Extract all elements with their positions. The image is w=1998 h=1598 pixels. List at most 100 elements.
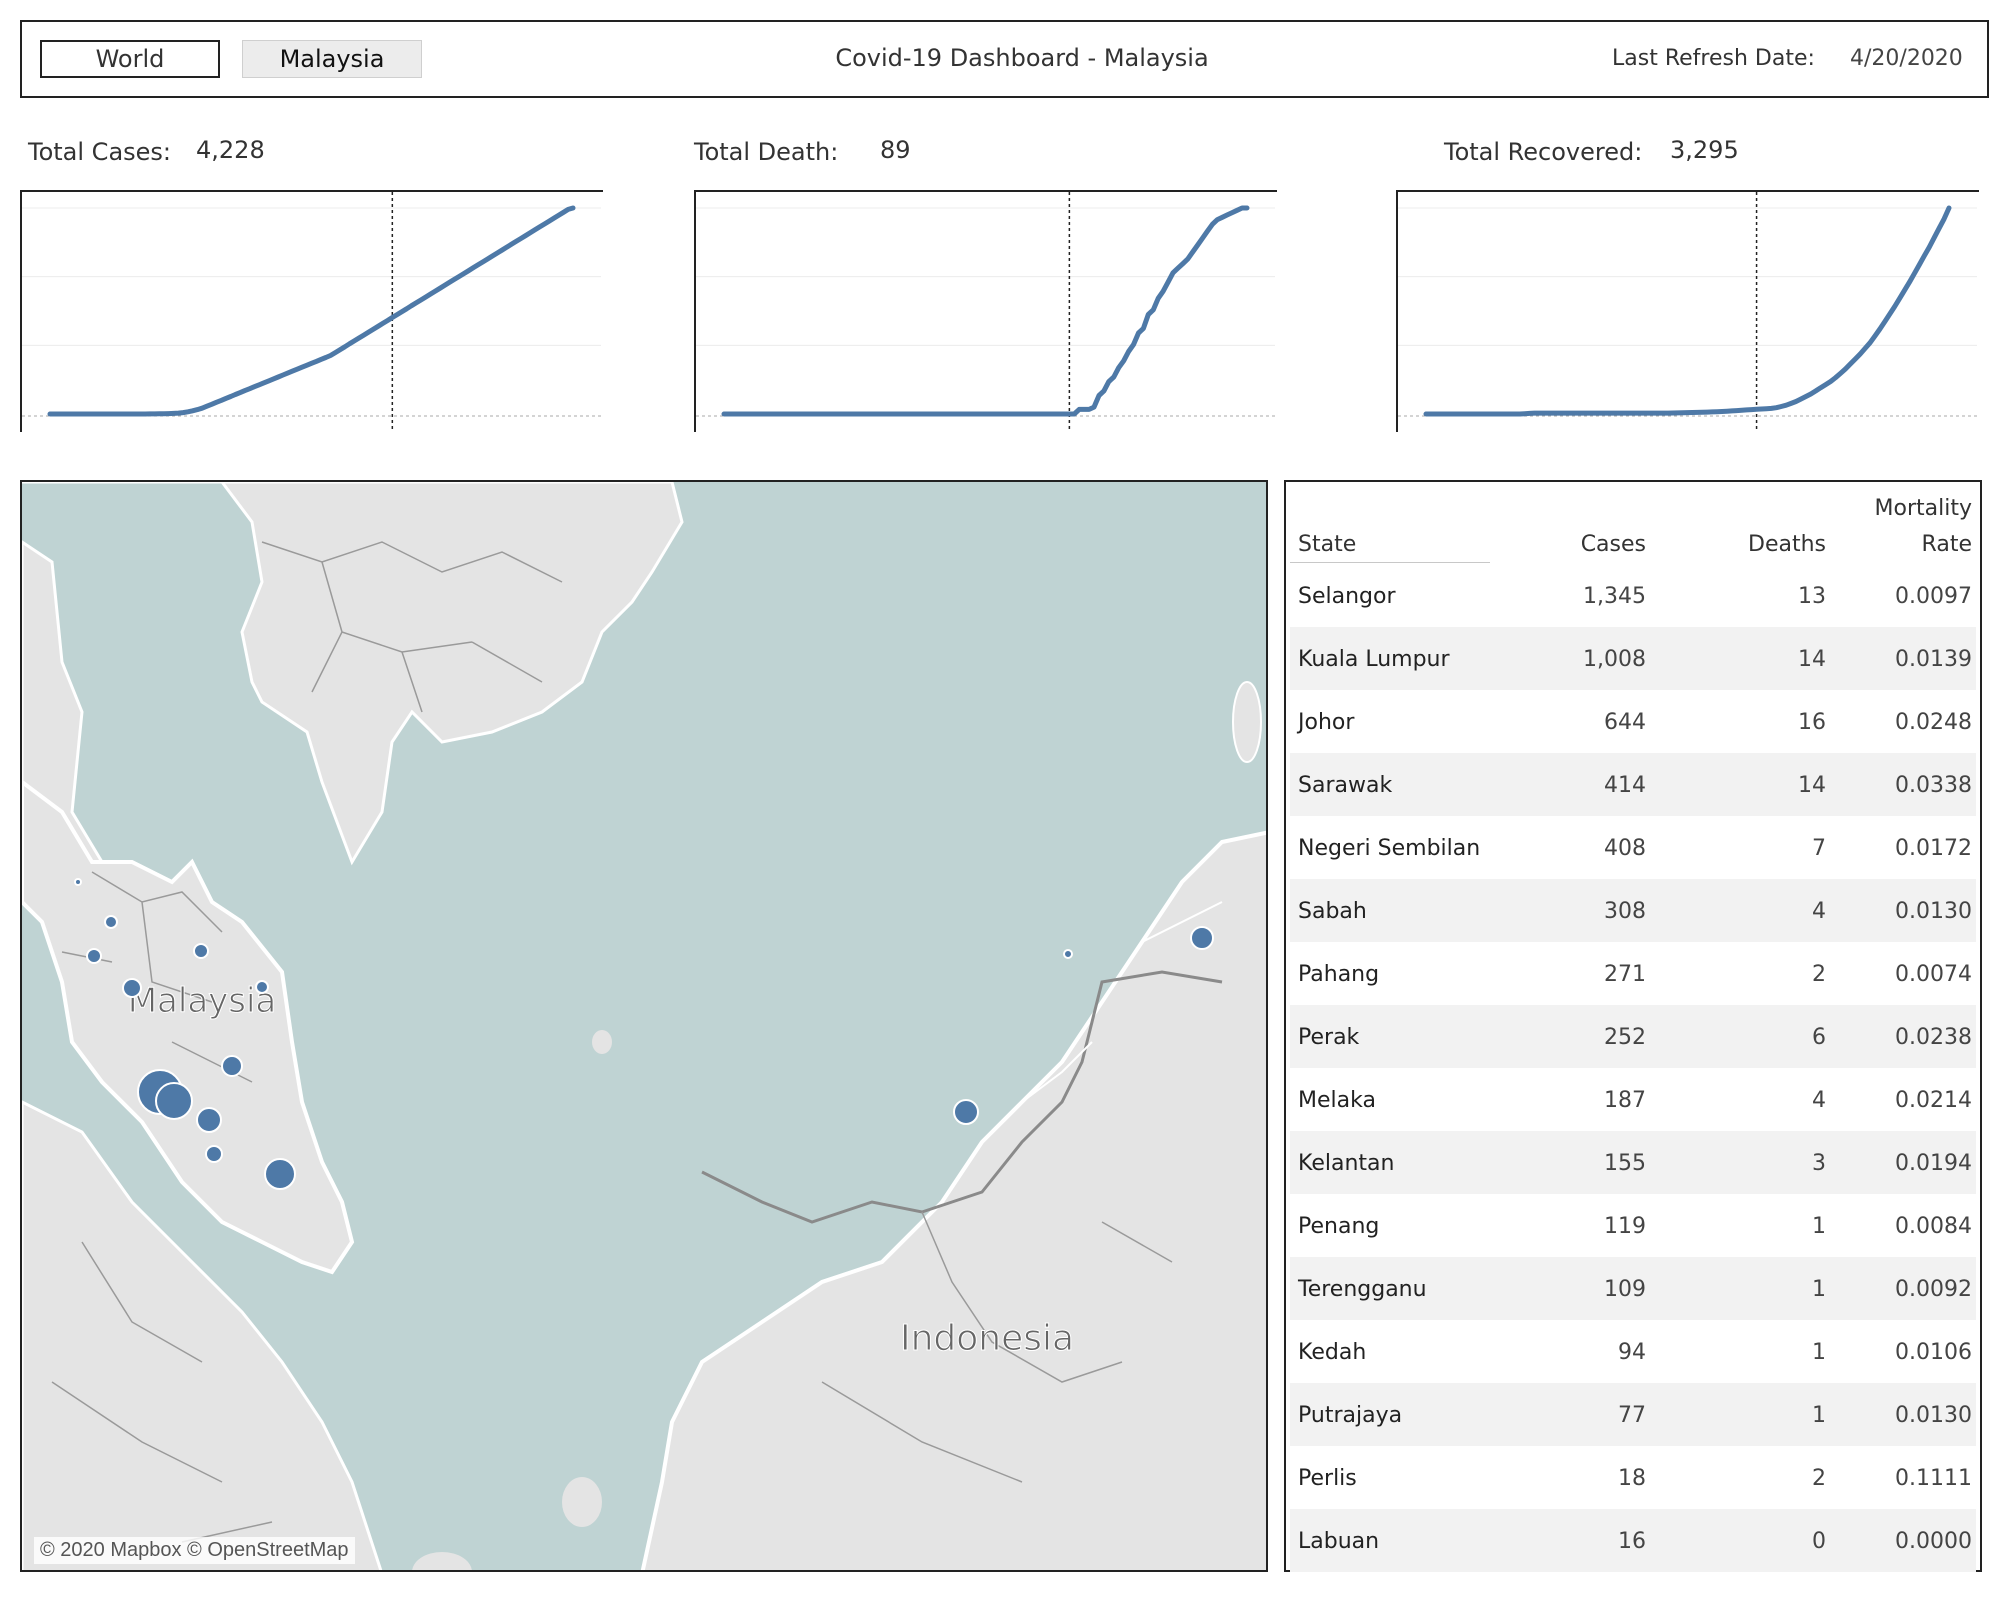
tab-world[interactable]: World <box>40 40 220 78</box>
dashboard-header: World Malaysia Covid-19 Dashboard - Mala… <box>20 20 1989 98</box>
chart-series-line[interactable] <box>1423 205 1952 417</box>
state-cell: Negeri Sembilan <box>1298 836 1481 861</box>
cases-cell: 187 <box>1604 1088 1646 1113</box>
bubble-johor[interactable] <box>264 1158 296 1190</box>
table-row[interactable]: Pahang 271 2 0.0074 <box>1290 942 1976 1005</box>
deaths-cell: 14 <box>1798 647 1826 672</box>
indochina-land <box>22 482 684 866</box>
tab-malaysia[interactable]: Malaysia <box>242 40 422 78</box>
map-canvas: Malaysia Indonesia <box>22 482 1266 1570</box>
header-divider <box>1290 562 1490 563</box>
bubble-kelantan[interactable] <box>193 943 209 959</box>
table-header: State Cases Deaths Mortality Rate <box>1286 482 1980 564</box>
cases-cell: 16 <box>1618 1529 1646 1554</box>
table-row[interactable]: Melaka 187 4 0.0214 <box>1290 1068 1976 1131</box>
bubble-labuan[interactable] <box>1063 949 1073 959</box>
table-row[interactable]: Kuala Lumpur 1,008 14 0.0139 <box>1290 627 1976 690</box>
sumatra <box>22 1100 383 1570</box>
cases-cell: 1,345 <box>1583 584 1646 609</box>
state-cell: Penang <box>1298 1214 1380 1239</box>
column-header-cases[interactable]: Cases <box>1580 532 1646 557</box>
mortality-rate-cell: 0.0248 <box>1895 710 1972 735</box>
cases-trend-chart <box>20 190 603 432</box>
table-body: Selangor 1,345 13 0.0097 Kuala Lumpur 1,008 14… <box>1290 564 1976 1572</box>
cases-cell: 252 <box>1604 1025 1646 1050</box>
mortality-rate-cell: 0.0106 <box>1895 1340 1972 1365</box>
chart-series-line[interactable] <box>47 205 576 417</box>
deaths-cell: 2 <box>1812 962 1826 987</box>
state-cell: Kedah <box>1298 1340 1367 1365</box>
dashboard-title: Covid-19 Dashboard - Malaysia <box>835 44 1209 72</box>
deaths-cell: 2 <box>1812 1466 1826 1491</box>
total-recovered-label: Total Recovered: <box>1444 138 1643 166</box>
bubble-kedah[interactable] <box>104 915 118 929</box>
chart-series-line[interactable] <box>721 205 1250 417</box>
bubble-perak[interactable] <box>122 978 142 998</box>
state-cell: Kelantan <box>1298 1151 1395 1176</box>
table-row[interactable]: Labuan 16 0 0.0000 <box>1290 1509 1976 1572</box>
mortality-rate-cell: 0.0000 <box>1895 1529 1972 1554</box>
column-header-mortality-rate[interactable]: Rate <box>1921 532 1972 557</box>
state-table: State Cases Deaths Mortality Rate Selang… <box>1284 480 1982 1572</box>
column-header-state[interactable]: State <box>1298 532 1357 557</box>
deaths-cell: 13 <box>1798 584 1826 609</box>
bubble-melaka[interactable] <box>205 1145 223 1163</box>
state-cell: Perlis <box>1298 1466 1357 1491</box>
deaths-cell: 14 <box>1798 773 1826 798</box>
deaths-cell: 4 <box>1812 1088 1826 1113</box>
map-attribution[interactable]: © 2020 Mapbox © OpenStreetMap <box>34 1537 355 1564</box>
table-row[interactable]: Sarawak 414 14 0.0338 <box>1290 753 1976 816</box>
deaths-cell: 1 <box>1812 1277 1826 1302</box>
refresh-date-label: Last Refresh Date: <box>1612 46 1815 71</box>
table-row[interactable]: Negeri Sembilan 408 7 0.0172 <box>1290 816 1976 879</box>
column-header-deaths[interactable]: Deaths <box>1748 532 1826 557</box>
bubble-pahang[interactable] <box>221 1055 243 1077</box>
table-row[interactable]: Kedah 94 1 0.0106 <box>1290 1320 1976 1383</box>
cases-cell: 155 <box>1604 1151 1646 1176</box>
mortality-rate-cell: 0.0214 <box>1895 1088 1972 1113</box>
state-cell: Kuala Lumpur <box>1298 647 1450 672</box>
state-cell: Terengganu <box>1298 1277 1427 1302</box>
table-row[interactable]: Perlis 18 2 0.1111 <box>1290 1446 1976 1509</box>
table-row[interactable]: Selangor 1,345 13 0.0097 <box>1290 564 1976 627</box>
case-bubbles[interactable] <box>74 878 1214 1190</box>
bubble-sabah[interactable] <box>1190 926 1214 950</box>
cases-cell: 18 <box>1618 1466 1646 1491</box>
state-cell: Melaka <box>1298 1088 1376 1113</box>
mortality-rate-cell: 0.0130 <box>1895 899 1972 924</box>
malaysia-map[interactable]: Malaysia Indonesia © 2020 Mapbox © OpenS… <box>20 480 1268 1572</box>
table-row[interactable]: Johor 644 16 0.0248 <box>1290 690 1976 753</box>
mortality-rate-cell: 0.1111 <box>1895 1466 1972 1491</box>
table-row[interactable]: Penang 119 1 0.0084 <box>1290 1194 1976 1257</box>
table-row[interactable]: Putrajaya 77 1 0.0130 <box>1290 1383 1976 1446</box>
mortality-rate-cell: 0.0074 <box>1895 962 1972 987</box>
bubble-perlis[interactable] <box>74 878 82 886</box>
deaths-cell: 0 <box>1812 1529 1826 1554</box>
state-cell: Pahang <box>1298 962 1380 987</box>
table-row[interactable]: Kelantan 155 3 0.0194 <box>1290 1131 1976 1194</box>
malay-peninsula <box>22 779 355 1275</box>
bubble-terengganu[interactable] <box>255 980 269 994</box>
refresh-date-value: 4/20/2020 <box>1850 46 1963 71</box>
spark-chart-svg <box>1396 190 1979 432</box>
state-cell: Perak <box>1298 1025 1360 1050</box>
bubble-sarawak[interactable] <box>953 1099 979 1125</box>
state-cell: Selangor <box>1298 584 1396 609</box>
column-header-mortality[interactable]: Mortality <box>1874 496 1972 521</box>
table-row[interactable]: Sabah 308 4 0.0130 <box>1290 879 1976 942</box>
table-row[interactable]: Terengganu 109 1 0.0092 <box>1290 1257 1976 1320</box>
deaths-cell: 16 <box>1798 710 1826 735</box>
cases-cell: 308 <box>1604 899 1646 924</box>
bubble-kuala-lumpur[interactable] <box>155 1082 193 1120</box>
cases-cell: 1,008 <box>1583 647 1646 672</box>
mortality-rate-cell: 0.0097 <box>1895 584 1972 609</box>
bubble-penang[interactable] <box>86 948 102 964</box>
cases-cell: 271 <box>1604 962 1646 987</box>
state-cell: Labuan <box>1298 1529 1380 1554</box>
state-cell: Putrajaya <box>1298 1403 1403 1428</box>
cases-cell: 119 <box>1604 1214 1646 1239</box>
mortality-rate-cell: 0.0238 <box>1895 1025 1972 1050</box>
table-row[interactable]: Perak 252 6 0.0238 <box>1290 1005 1976 1068</box>
state-cell: Johor <box>1298 710 1355 735</box>
bubble-negeri-sembilan[interactable] <box>196 1107 222 1133</box>
